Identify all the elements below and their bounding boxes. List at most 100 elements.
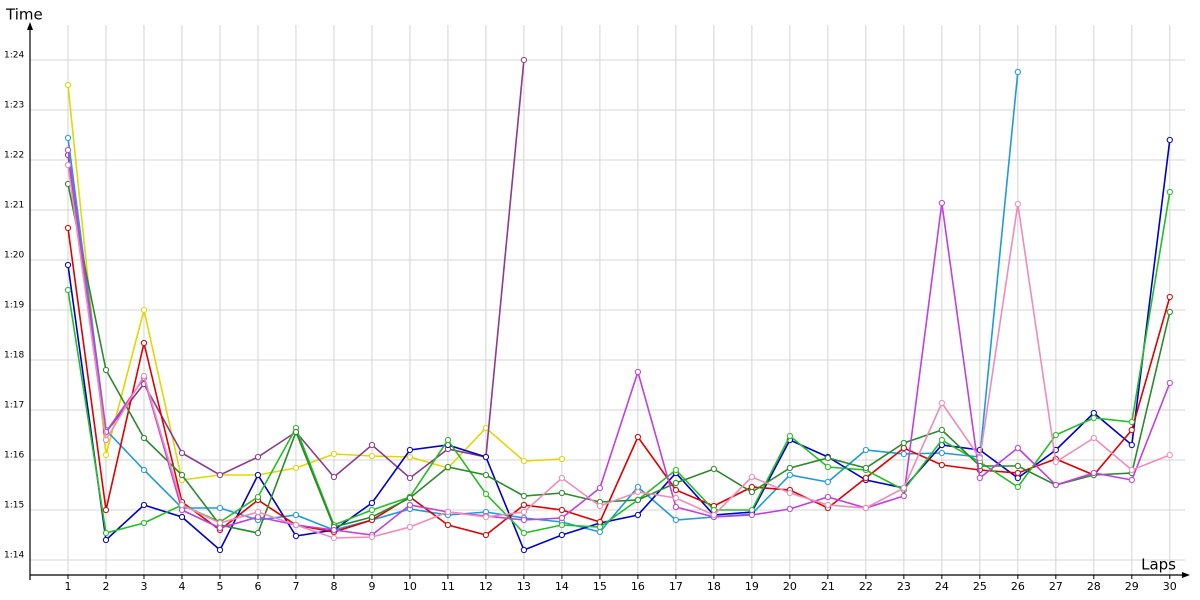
point [330,534,338,542]
y-tick-label: 1:14 [4,551,24,561]
x-tick-label: 4 [178,580,185,593]
point [102,451,110,459]
point [330,450,338,458]
point [102,506,110,514]
point [938,449,945,457]
point [254,513,262,521]
point [64,146,72,154]
x-axis-title: Laps [1141,556,1176,574]
series-line [67,149,1171,536]
point [634,368,641,376]
x-tick-label: 6 [254,580,261,593]
point [292,464,300,472]
point [406,501,414,509]
point [482,471,490,479]
point [368,441,376,449]
x-tick-label: 25 [973,580,987,593]
y-axis-arrow [27,22,33,30]
point [862,446,869,454]
point [1052,431,1059,439]
x-tick-label: 28 [1087,580,1101,593]
point [862,464,869,472]
point [710,511,717,519]
point [1014,483,1021,491]
point [558,531,566,539]
y-tick-label: 1:22 [4,151,24,161]
x-tick-label: 19 [745,580,759,593]
point [64,261,72,269]
point [1166,293,1173,301]
point [1090,469,1097,477]
point [520,56,528,64]
point [178,513,186,521]
point [254,508,262,516]
series-line [67,191,1171,534]
point [900,439,907,447]
point [558,506,566,514]
point [786,464,793,472]
point [1014,462,1021,470]
point [216,546,224,554]
point [710,465,717,473]
x-tick-label: 16 [631,580,645,593]
point [672,466,679,474]
point [482,453,490,461]
point [900,450,907,458]
x-tick-label: 20 [783,580,797,593]
point [1166,379,1173,387]
point [292,521,300,529]
point [824,463,831,471]
point [900,484,907,492]
grid [30,25,1185,575]
point [520,501,528,509]
y-tick-label: 1:18 [4,351,24,361]
x-tick-label: 21 [821,580,835,593]
point [216,519,224,527]
series [64,56,1173,554]
point [824,501,831,509]
point [406,523,414,531]
point [520,457,528,465]
point [1166,136,1173,144]
point [596,518,604,526]
point [1090,434,1097,442]
point [1128,426,1135,434]
point [1014,444,1021,452]
point [102,436,110,444]
point [140,372,148,380]
x-tick-label: 11 [441,580,455,593]
point [64,224,72,232]
point [102,366,110,374]
point [938,461,945,469]
point [64,81,72,89]
point [634,496,641,504]
point [672,503,679,511]
point [1014,68,1021,76]
point [786,489,793,497]
point [140,501,148,509]
point [178,506,186,514]
point [254,493,262,501]
point [406,446,414,454]
point [672,516,679,524]
point [786,505,793,513]
x-tick-label: 2 [102,580,109,593]
point [444,463,452,471]
point [824,493,831,501]
x-tick-label: 26 [1011,580,1025,593]
point [64,161,72,169]
point [672,486,679,494]
x-tick-label: 8 [330,580,337,593]
point [900,492,907,500]
point [1052,458,1059,466]
point [976,454,983,462]
point [748,506,755,514]
point [558,474,566,482]
point [1090,414,1097,422]
y-tick-label: 1:19 [4,301,24,311]
series-line [67,71,1019,533]
point [140,434,148,442]
x-tick-label: 5 [216,580,223,593]
point [672,494,679,502]
point [1166,451,1173,459]
